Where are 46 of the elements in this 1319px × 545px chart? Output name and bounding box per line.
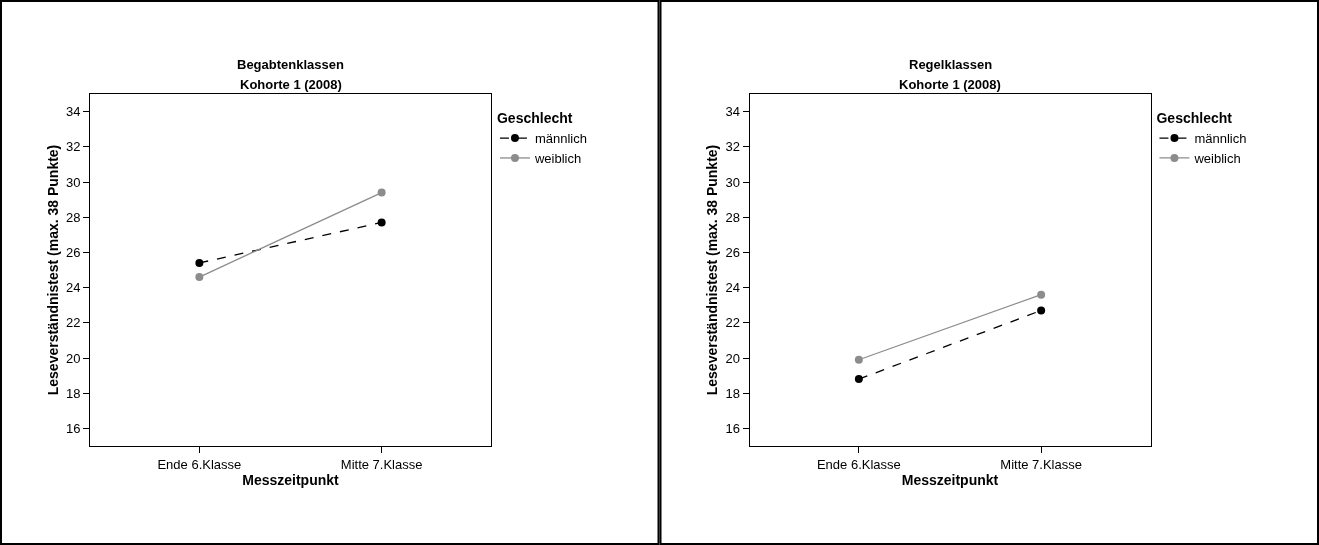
point xyxy=(195,273,204,282)
y-tick-label: 18 xyxy=(65,385,81,401)
x-tick-label: Ende 6.Klasse xyxy=(816,456,901,472)
legend-label: weiblich xyxy=(1193,151,1241,167)
x-tick-label: Mitte 7.Klasse xyxy=(1000,456,1082,472)
legend-title: Geschlecht xyxy=(1156,110,1233,127)
x-tick-label: Ende 6.Klasse xyxy=(157,456,242,472)
y-axis-title: Leseverständnistest (max. 38 Punkte) xyxy=(704,144,721,396)
legend-label: weiblich xyxy=(533,151,582,167)
point xyxy=(854,375,863,384)
point xyxy=(1037,306,1046,315)
point xyxy=(854,355,863,364)
y-tick-label: 24 xyxy=(725,280,740,296)
x-axis-title: Messzeitpunkt xyxy=(901,471,999,488)
y-tick-label: 30 xyxy=(725,174,740,190)
legend-label: männlich xyxy=(1194,131,1247,147)
y-tick-label: 20 xyxy=(65,350,81,366)
y-tick-label: 34 xyxy=(65,104,81,120)
point xyxy=(1037,290,1046,299)
y-tick-label: 30 xyxy=(65,174,81,190)
y-tick-label: 22 xyxy=(65,315,81,331)
y-tick-label: 26 xyxy=(725,244,740,260)
chart-title: Regelklassen xyxy=(909,57,993,72)
chart-title: Begabtenklassen xyxy=(237,57,344,72)
point xyxy=(195,258,204,267)
y-tick-label: 28 xyxy=(725,209,740,225)
y-tick-label: 22 xyxy=(725,315,740,331)
y-tick-label: 16 xyxy=(65,420,81,436)
chart-subtitle: Kohorte 1 (2008) xyxy=(899,77,1001,92)
legend-title: Geschlecht xyxy=(496,110,573,127)
chart-subtitle: Kohorte 1 (2008) xyxy=(240,77,342,92)
x-axis-title: Messzeitpunkt xyxy=(242,471,340,488)
x-tick-label: Mitte 7.Klasse xyxy=(340,456,423,472)
y-axis-title: Leseverständnistest (max. 38 Punkte) xyxy=(44,144,61,396)
y-tick-label: 16 xyxy=(725,420,740,436)
y-tick-label: 32 xyxy=(725,139,740,155)
y-tick-label: 34 xyxy=(725,104,740,120)
y-tick-label: 24 xyxy=(65,280,81,296)
y-tick-label: 18 xyxy=(725,385,740,401)
y-tick-label: 32 xyxy=(65,139,81,155)
point xyxy=(377,188,386,197)
legend-label: männlich xyxy=(534,131,587,147)
point xyxy=(377,218,386,227)
y-tick-label: 20 xyxy=(725,350,740,366)
y-tick-label: 26 xyxy=(65,244,81,260)
y-tick-label: 28 xyxy=(65,209,81,225)
